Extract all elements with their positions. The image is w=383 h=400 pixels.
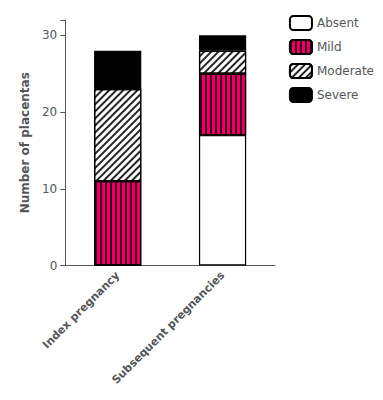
svg-text:Mild: Mild (317, 40, 342, 54)
svg-text:Subsequent pregnancies: Subsequent pregnancies (109, 269, 227, 387)
svg-text:Number of placentas: Number of placentas (18, 72, 32, 213)
svg-text:Index pregnancy: Index pregnancy (40, 269, 122, 351)
svg-text:Moderate: Moderate (317, 64, 374, 78)
svg-text:Absent: Absent (317, 16, 359, 30)
svg-text:0: 0 (50, 259, 58, 273)
svg-text:20: 20 (42, 105, 57, 119)
svg-text:10: 10 (42, 182, 57, 196)
svg-text:30: 30 (42, 28, 57, 42)
svg-text:Severe: Severe (317, 88, 359, 102)
